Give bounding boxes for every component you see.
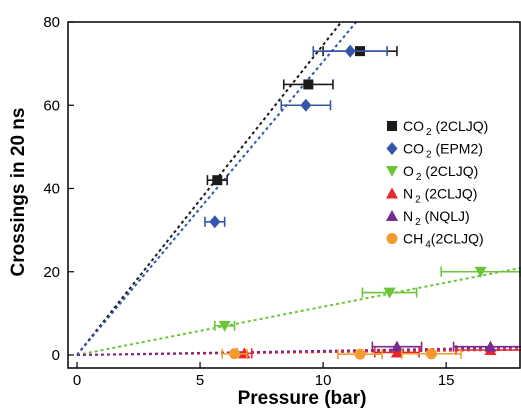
fit-lines — [76, 21, 521, 356]
data-point — [300, 98, 312, 112]
y-axis-label: Crossings in 20 ns — [8, 108, 29, 277]
legend-label-subscript: 2 — [426, 150, 432, 161]
fit-line — [76, 21, 358, 356]
legend-label-subscript: 2 — [415, 217, 421, 228]
legend-label: CO 2 (EPM2) — [403, 141, 483, 161]
legend-label-suffix: (2CLJQ) — [432, 118, 489, 134]
legend-label-subscript: 4 — [425, 240, 431, 251]
data-point — [390, 346, 403, 358]
legend-label-main: N — [403, 208, 413, 224]
data-point — [218, 320, 231, 332]
x-tick-label: 15 — [438, 372, 455, 389]
legend-label-subscript: 2 — [416, 172, 422, 183]
legend-label-suffix: (NQLJ) — [421, 208, 470, 224]
fit-line — [76, 346, 521, 356]
legend-label-main: CO — [403, 141, 424, 157]
x-tick-label: 5 — [196, 372, 204, 389]
legend-label-main: CO — [403, 118, 424, 134]
data-point — [425, 348, 437, 360]
data-point — [484, 340, 497, 352]
legend: CO 2 (2CLJQ)CO 2 (EPM2)O 2 (2CLJQ)N 2 (2CLJQ… — [386, 118, 488, 251]
legend-marker — [386, 210, 398, 221]
legend-label: CO 2 (2CLJQ) — [403, 118, 488, 138]
data-point — [209, 215, 221, 229]
legend-label-subscript: 2 — [415, 195, 421, 206]
data-point — [390, 340, 403, 352]
legend-label-main: N — [403, 186, 413, 202]
legend-label-suffix: (2CLJQ) — [431, 231, 484, 247]
legend-label-main: O — [403, 163, 414, 179]
legend-label-suffix: (EPM2) — [432, 141, 483, 157]
data-point — [212, 175, 223, 186]
x-tick-label: 10 — [315, 372, 332, 389]
data-point — [303, 79, 314, 90]
x-axis-ticks: 0 5 10 15 — [73, 362, 455, 389]
data-point — [229, 348, 241, 360]
legend-label: CH 4(2CLJQ) — [403, 231, 484, 251]
data-point — [383, 287, 396, 299]
data-point — [474, 266, 487, 278]
legend-marker — [387, 121, 397, 131]
legend-label-suffix: (2CLJQ) — [421, 163, 478, 179]
plot-frame — [67, 21, 521, 369]
legend-marker — [386, 233, 398, 244]
fit-line — [76, 21, 343, 356]
x-axis-label: Pressure (bar) — [238, 388, 367, 409]
legend-marker — [386, 166, 398, 177]
y-tick-label: 20 — [43, 264, 60, 281]
y-tick-label: 80 — [43, 14, 60, 31]
x-tick-label: 0 — [73, 372, 81, 389]
data-point — [344, 44, 356, 58]
legend-label-subscript: 2 — [426, 127, 432, 138]
legend-marker — [386, 142, 398, 155]
y-tick-label: 60 — [43, 97, 60, 114]
y-axis-ticks: 0 20 40 60 80 — [43, 14, 74, 364]
data-points — [204, 44, 521, 360]
data-point — [354, 348, 366, 360]
legend-label-suffix: (2CLJQ) — [421, 186, 478, 202]
legend-label-main: CH — [403, 231, 423, 247]
legend-marker — [386, 187, 398, 199]
y-tick-label: 0 — [52, 347, 60, 364]
y-tick-label: 40 — [43, 181, 60, 198]
